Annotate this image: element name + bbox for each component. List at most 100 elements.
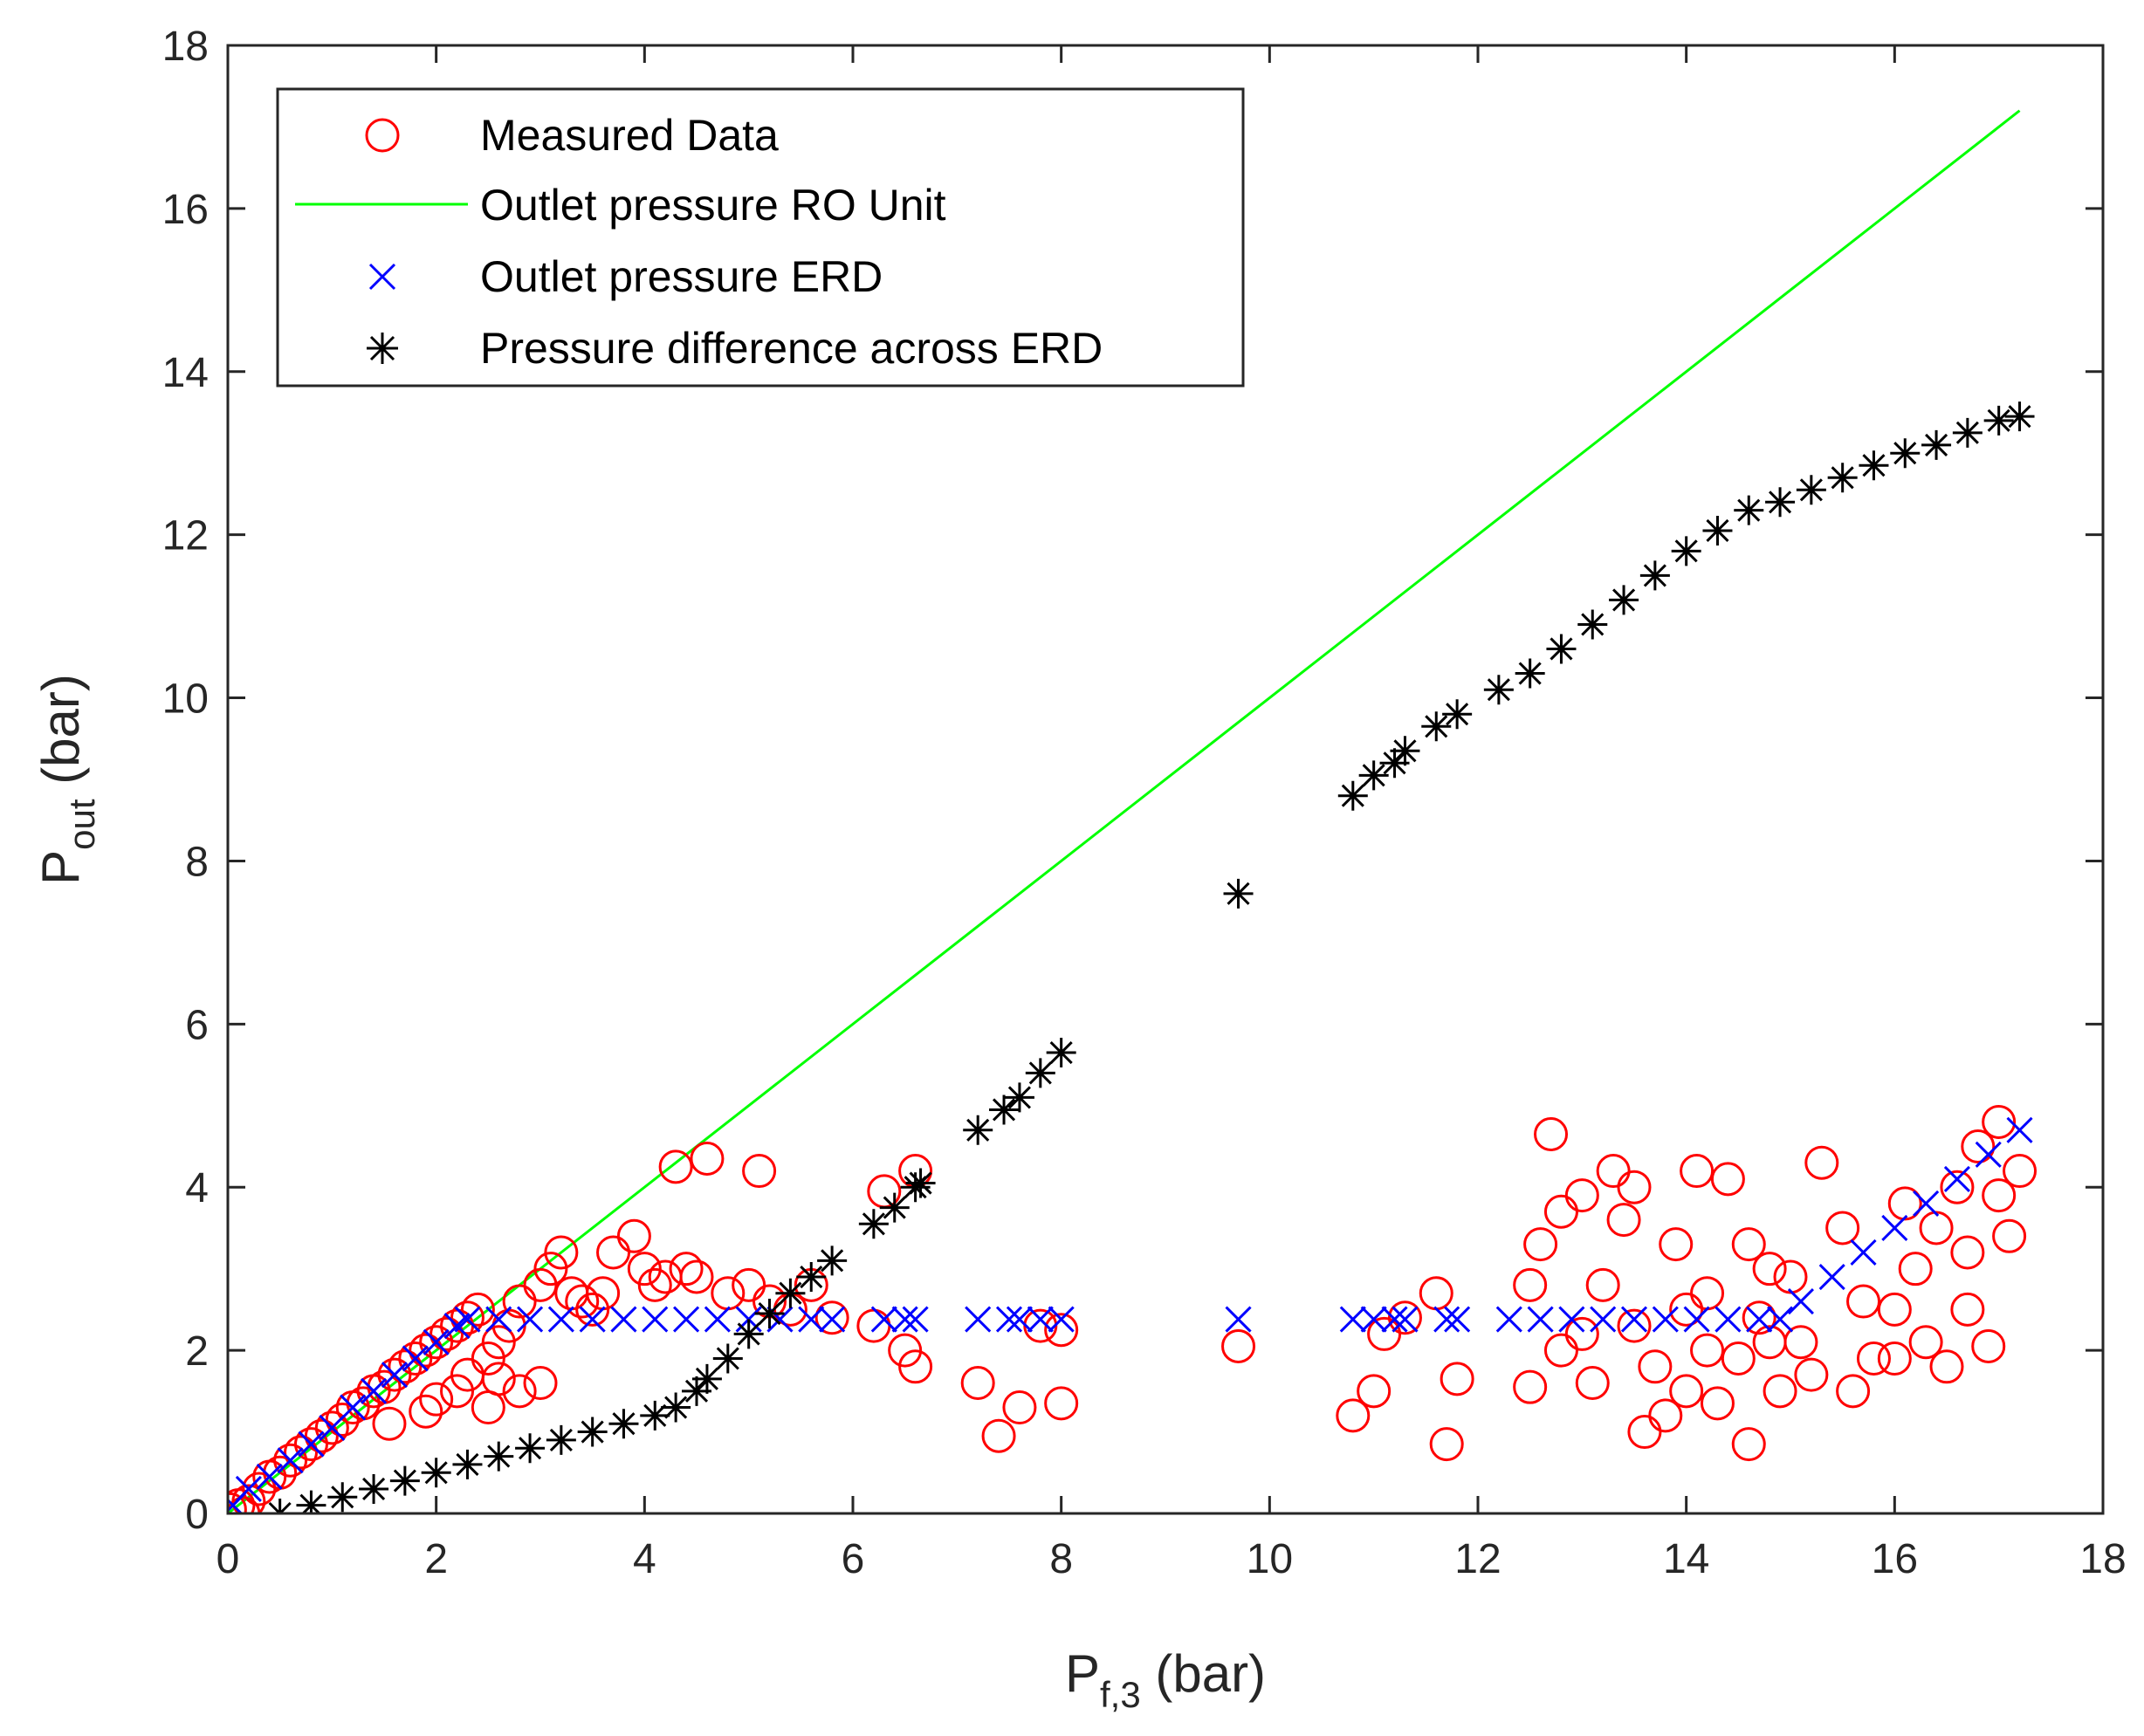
x-axis-label-unit: (bar)	[1141, 1644, 1266, 1703]
measured-data-point	[450, 1300, 484, 1335]
x-tick-label: 14	[1663, 1536, 1709, 1582]
erd-pressure-difference-point	[1702, 515, 1733, 546]
measured-data-point	[502, 1374, 537, 1409]
erd-outlet-point	[704, 1306, 731, 1333]
erd-pressure-difference-point	[661, 1392, 691, 1423]
erd-pressure-difference-point	[691, 1363, 722, 1394]
erd-outlet-point	[547, 1306, 574, 1333]
measured-data-point	[1638, 1349, 1673, 1384]
measured-data-point	[1846, 1284, 1881, 1319]
measured-data-point	[1710, 1162, 1745, 1197]
erd-pressure-difference-point	[1639, 560, 1670, 591]
measured-data-point	[409, 1333, 443, 1368]
measured-data-point	[284, 1435, 319, 1470]
legend-item-outlet-pressure-ro-unit: Outlet pressure RO Unit	[295, 181, 946, 230]
erd-pressure-difference-point	[775, 1278, 806, 1308]
measured-data-point	[565, 1284, 600, 1319]
legend-label-pressure-difference-across-erd: Pressure difference across ERD	[480, 324, 1103, 373]
erd-pressure-difference-point	[421, 1458, 451, 1488]
measured-data-point	[1440, 1362, 1474, 1396]
y-tick-label: 0	[185, 1492, 209, 1538]
erd-outlet-point	[1818, 1263, 1845, 1291]
erd-pressure-difference-point	[989, 1094, 1020, 1125]
erd-outlet-point	[1392, 1306, 1419, 1333]
legend-label-outlet-pressure-erd: Outlet pressure ERD	[480, 252, 883, 301]
measured-data-point	[429, 1316, 464, 1351]
erd-outlet-point	[1746, 1306, 1773, 1333]
erd-outlet-point	[454, 1306, 481, 1333]
erd-pressure-difference-point	[452, 1449, 483, 1479]
measured-data-point	[679, 1259, 714, 1294]
measured-data-point	[1877, 1341, 1912, 1376]
plot-frame	[226, 44, 2105, 1515]
erd-pressure-difference-point	[1223, 878, 1254, 909]
measured-data-point	[658, 1149, 693, 1184]
erd-pressure-difference-point	[1952, 417, 1983, 448]
measured-data-point	[1700, 1386, 1735, 1421]
erd-pressure-difference-point	[1765, 487, 1796, 518]
measured-data-point	[1971, 1328, 2006, 1363]
y-axis-label-main: P	[31, 850, 90, 885]
erd-pressure-difference-point	[1515, 658, 1545, 689]
erd-pressure-difference-point	[733, 1319, 764, 1349]
measured-data-point	[637, 1267, 672, 1302]
measured-data-point	[1513, 1369, 1548, 1404]
erd-outlet-point	[1620, 1306, 1648, 1333]
erd-pressure-difference-point	[1421, 711, 1452, 742]
measured-data-point	[616, 1218, 651, 1253]
erd-outlet-point	[642, 1306, 669, 1333]
erd-outlet-point	[298, 1431, 325, 1458]
x-tick-label: 2	[424, 1536, 448, 1582]
measured-data-point	[1836, 1374, 1871, 1409]
measured-data-point	[960, 1365, 995, 1400]
measured-data-point	[1367, 1316, 1402, 1351]
measured-data-point	[1659, 1227, 1694, 1262]
x-tick-label: 16	[1872, 1536, 1918, 1582]
y-tick-label: 16	[162, 187, 209, 233]
measured-data-point	[1825, 1211, 1860, 1245]
legend-item-measured-data: Measured Data	[365, 111, 779, 160]
y-tick-label: 10	[162, 676, 209, 723]
measured-data-point	[1523, 1227, 1558, 1262]
measured-data-point	[523, 1365, 558, 1400]
y-tick-label: 4	[185, 1165, 209, 1211]
erd-outlet-point	[1339, 1306, 1366, 1333]
erd-pressure-difference-point	[640, 1400, 670, 1431]
erd-outlet-point	[1850, 1239, 1877, 1266]
measured-data-point	[575, 1292, 610, 1327]
erd-pressure-difference-point	[515, 1433, 546, 1464]
erd-outlet-point	[1527, 1306, 1554, 1333]
erd-outlet-point	[485, 1306, 512, 1333]
erd-outlet-point	[381, 1362, 408, 1389]
measured-data-point	[1752, 1325, 1787, 1360]
measured-data-point	[1543, 1333, 1578, 1368]
y-tick-labels: 0 2 4 6 8 10 12 14 16 18	[162, 24, 209, 1538]
measured-data-point	[1804, 1145, 1839, 1180]
erd-outlet-point	[1590, 1306, 1617, 1333]
erd-outlet-point	[235, 1475, 262, 1503]
measured-data-point	[377, 1357, 412, 1392]
erd-pressure-difference-point	[754, 1299, 785, 1329]
erd-pressure-difference-point	[1483, 675, 1514, 705]
measured-data-point	[1856, 1341, 1891, 1376]
measured-data-point	[1731, 1427, 1766, 1462]
legend-item-outlet-pressure-erd: Outlet pressure ERD	[368, 252, 883, 301]
y-tick-label: 18	[162, 24, 209, 70]
measured-data-point	[460, 1292, 495, 1327]
legend-marker-x	[368, 263, 396, 291]
erd-pressure-difference-point	[1734, 495, 1764, 525]
erd-outlet-point	[995, 1306, 1023, 1333]
series-circle	[228, 1104, 2037, 1513]
x-tick-label: 10	[1247, 1536, 1293, 1582]
measured-data-point	[898, 1349, 933, 1384]
measured-data-point	[1752, 1252, 1787, 1287]
measured-data-point	[314, 1410, 349, 1445]
legend-item-pressure-difference-across-erd: Pressure difference across ERD	[367, 324, 1103, 373]
erd-outlet-point	[902, 1306, 929, 1333]
measured-data-point	[1585, 1267, 1620, 1302]
measured-data-point	[1627, 1415, 1662, 1450]
erd-outlet-point	[319, 1414, 346, 1441]
erd-outlet-point	[1444, 1306, 1471, 1333]
erd-outlet-point	[1683, 1306, 1710, 1333]
y-axis-label-unit: (bar)	[31, 674, 90, 799]
